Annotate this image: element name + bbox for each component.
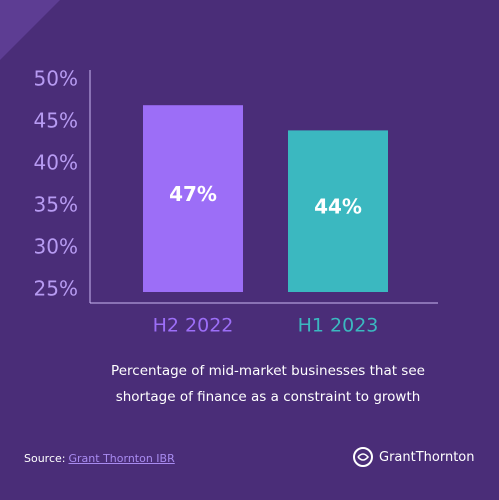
bar	[143, 105, 243, 292]
bar	[288, 130, 388, 292]
logo: GrantThornton	[352, 446, 475, 468]
logo-icon	[353, 447, 373, 467]
logo-text: GrantThornton	[379, 449, 475, 465]
value-label: 47%	[169, 182, 217, 206]
y-tick-label: 50%	[34, 67, 78, 91]
source-link[interactable]: Grant Thornton IBR	[68, 452, 175, 465]
source: Source: Grant Thornton IBR	[24, 452, 175, 465]
y-tick-label: 35%	[34, 193, 78, 217]
source-label: Source:	[24, 452, 66, 465]
value-label: 44%	[314, 195, 362, 219]
x-tick-label: H2 2022	[153, 315, 234, 337]
y-tick-label: 45%	[34, 109, 78, 133]
corner-accent	[0, 0, 60, 60]
y-tick-label: 30%	[34, 235, 78, 259]
y-tick-label: 25%	[34, 277, 78, 301]
caption: Percentage of mid-market businesses that…	[111, 363, 425, 405]
x-tick-label: H1 2023	[298, 315, 379, 337]
y-tick-label: 40%	[34, 151, 78, 175]
